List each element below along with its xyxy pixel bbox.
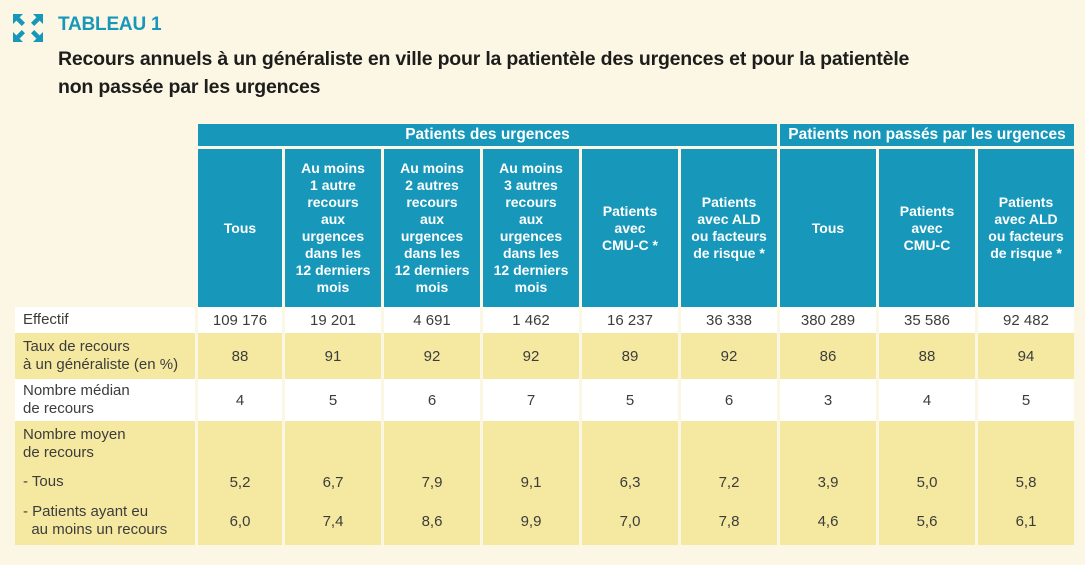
row-label: Effectif [15, 307, 195, 333]
data-cell: 89 [582, 333, 678, 379]
data-cell: 7 [483, 379, 579, 421]
data-cell: 35 586 [879, 307, 975, 333]
table-row-moyen-au-moins-un: - Patients ayant eu au moins un recours … [15, 497, 1074, 545]
data-cell: 7,4 [285, 497, 381, 545]
row-label: - Tous [15, 467, 195, 497]
data-cell: 5,8 [978, 467, 1074, 497]
data-cell: 5 [285, 379, 381, 421]
data-cell: 4,6 [780, 497, 876, 545]
data-cell [780, 421, 876, 467]
data-cell: 7,0 [582, 497, 678, 545]
data-cell: 6,7 [285, 467, 381, 497]
data-cell: 4 691 [384, 307, 480, 333]
data-cell: 5,6 [879, 497, 975, 545]
column-header: Patients avec ALD ou facteurs de risque … [978, 149, 1074, 307]
table-title: Recours annuels à un généraliste en vill… [58, 45, 1068, 101]
data-cell: 5 [582, 379, 678, 421]
data-cell: 109 176 [198, 307, 282, 333]
data-cell [879, 421, 975, 467]
data-cell: 4 [879, 379, 975, 421]
row-label: - Patients ayant eu au moins un recours [15, 497, 195, 545]
column-header: Au moins 3 autres recours aux urgences d… [483, 149, 579, 307]
data-cell: 7,9 [384, 467, 480, 497]
expand-arrows-icon [12, 13, 44, 43]
column-header: Au moins 1 autre recours aux urgences da… [285, 149, 381, 307]
table-row-taux: Taux de recours à un généraliste (en %) … [15, 333, 1074, 379]
group-header-non-urgences: Patients non passés par les urgences [780, 124, 1074, 149]
data-cell: 92 [681, 333, 777, 379]
data-cell [483, 421, 579, 467]
data-cell: 92 [384, 333, 480, 379]
column-header: Au moins 2 autres recours aux urgences d… [384, 149, 480, 307]
data-cell: 92 482 [978, 307, 1074, 333]
data-cell: 7,2 [681, 467, 777, 497]
data-cell [384, 421, 480, 467]
data-cell [978, 421, 1074, 467]
data-cell: 86 [780, 333, 876, 379]
column-header-row: Tous Au moins 1 autre recours aux urgenc… [15, 149, 1074, 307]
table-row-moyen-tous: - Tous 5,2 6,7 7,9 9,1 6,3 7,2 3,9 5,0 5… [15, 467, 1074, 497]
expand-table-button[interactable] [12, 13, 44, 43]
table-title-line2: non passée par les urgences [58, 76, 321, 98]
data-cell [285, 421, 381, 467]
data-cell [198, 421, 282, 467]
data-cell: 6 [384, 379, 480, 421]
data-cell: 380 289 [780, 307, 876, 333]
data-cell: 88 [198, 333, 282, 379]
data-cell: 8,6 [384, 497, 480, 545]
data-cell: 6,1 [978, 497, 1074, 545]
table-row-mediane: Nombre médian de recours 4 5 6 7 5 6 3 4… [15, 379, 1074, 421]
table-kicker: TABLEAU 1 [58, 14, 162, 35]
data-cell [681, 421, 777, 467]
data-cell: 5 [978, 379, 1074, 421]
data-cell: 1 462 [483, 307, 579, 333]
data-cell: 36 338 [681, 307, 777, 333]
group-header-row: Patients des urgences Patients non passé… [15, 124, 1074, 149]
table-row-moyen-header: Nombre moyen de recours [15, 421, 1074, 467]
data-cell: 6,3 [582, 467, 678, 497]
data-cell: 6 [681, 379, 777, 421]
data-cell: 7,8 [681, 497, 777, 545]
data-cell: 19 201 [285, 307, 381, 333]
data-cell: 92 [483, 333, 579, 379]
data-cell: 5,0 [879, 467, 975, 497]
label-column-blank-cell [15, 149, 195, 307]
table-title-line1: Recours annuels à un généraliste en vill… [58, 48, 910, 70]
data-cell: 5,2 [198, 467, 282, 497]
data-cell: 9,9 [483, 497, 579, 545]
statistics-table: Patients des urgences Patients non passé… [12, 124, 1077, 545]
data-cell: 9,1 [483, 467, 579, 497]
column-header: Patients avec CMU-C * [582, 149, 678, 307]
data-cell: 91 [285, 333, 381, 379]
data-cell: 3 [780, 379, 876, 421]
column-header: Tous [780, 149, 876, 307]
row-label: Taux de recours à un généraliste (en %) [15, 333, 195, 379]
column-header: Patients avec CMU-C [879, 149, 975, 307]
row-label: Nombre médian de recours [15, 379, 195, 421]
column-header: Patients avec ALD ou facteurs de risque … [681, 149, 777, 307]
data-cell: 6,0 [198, 497, 282, 545]
data-cell: 88 [879, 333, 975, 379]
data-cell: 94 [978, 333, 1074, 379]
corner-blank-cell [15, 124, 195, 149]
column-header: Tous [198, 149, 282, 307]
data-cell: 16 237 [582, 307, 678, 333]
data-cell: 3,9 [780, 467, 876, 497]
data-cell [582, 421, 678, 467]
row-label: Nombre moyen de recours [15, 421, 195, 467]
table-row-effectif: Effectif 109 176 19 201 4 691 1 462 16 2… [15, 307, 1074, 333]
group-header-urgences: Patients des urgences [198, 124, 777, 149]
data-cell: 4 [198, 379, 282, 421]
